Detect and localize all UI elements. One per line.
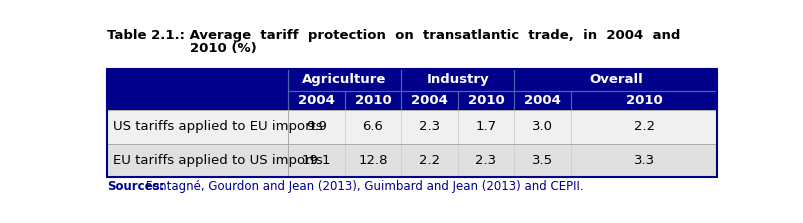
Text: 2010: 2010: [625, 94, 662, 107]
Bar: [107, 110, 716, 144]
Text: 1.7: 1.7: [475, 120, 496, 133]
Text: 3.0: 3.0: [532, 120, 552, 133]
Text: Agriculture: Agriculture: [302, 73, 386, 86]
Text: 6.6: 6.6: [362, 120, 383, 133]
Bar: [107, 69, 716, 177]
Text: Industry: Industry: [426, 73, 488, 86]
Text: 2004: 2004: [298, 94, 334, 107]
Text: US tariffs applied to EU imports: US tariffs applied to EU imports: [112, 120, 322, 133]
Text: 2004: 2004: [410, 94, 447, 107]
Text: 2010: 2010: [354, 94, 391, 107]
Text: Fontagné, Gourdon and Jean (2013), Guimbard and Jean (2013) and CEPII.: Fontagné, Gourdon and Jean (2013), Guimb…: [142, 180, 583, 193]
Text: 2.2: 2.2: [633, 120, 654, 133]
Text: 2.3: 2.3: [475, 154, 496, 167]
Text: 2.2: 2.2: [418, 154, 439, 167]
Text: 3.3: 3.3: [633, 154, 654, 167]
Text: 9.9: 9.9: [305, 120, 326, 133]
Text: 12.8: 12.8: [357, 154, 387, 167]
Bar: [107, 144, 716, 177]
Text: Sources:: Sources:: [107, 180, 164, 193]
Text: 2010: 2010: [467, 94, 503, 107]
Text: 2004: 2004: [524, 94, 560, 107]
Text: 19.1: 19.1: [301, 154, 331, 167]
Text: 3.5: 3.5: [532, 154, 552, 167]
Text: EU tariffs applied to US imports: EU tariffs applied to US imports: [112, 154, 322, 167]
Bar: [107, 69, 716, 110]
Text: Overall: Overall: [589, 73, 642, 86]
Text: 2.3: 2.3: [418, 120, 439, 133]
Text: Table 2.1.: Average  tariff  protection  on  transatlantic  trade,  in  2004  an: Table 2.1.: Average tariff protection on…: [107, 29, 679, 42]
Text: 2010 (%): 2010 (%): [190, 42, 256, 55]
